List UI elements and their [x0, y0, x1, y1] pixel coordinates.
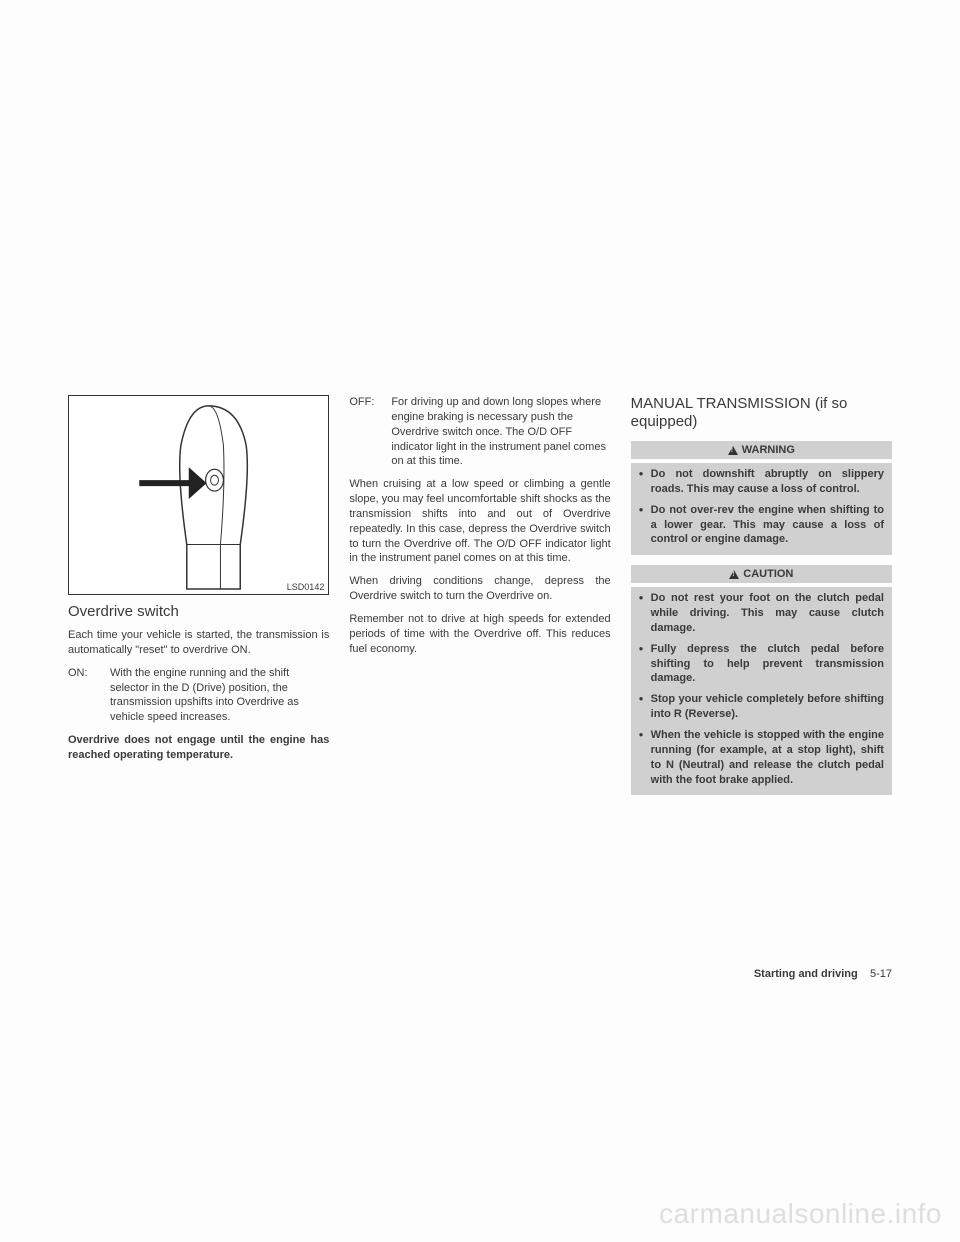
caution-item: Do not rest your foot on the clutch peda…	[639, 591, 884, 636]
on-body: With the engine running and the shift se…	[110, 666, 329, 725]
column-2: OFF: For driving up and down long slopes…	[349, 395, 610, 805]
overdrive-subheading: Overdrive switch	[68, 603, 329, 620]
col2-p1: When cruising at a low speed or climbing…	[349, 477, 610, 566]
warning-bar: WARNING	[631, 441, 892, 459]
warning-icon	[728, 446, 738, 455]
caution-body: Do not rest your foot on the clutch peda…	[631, 587, 892, 795]
off-term: OFF:	[349, 395, 391, 469]
warning-body: Do not downshift abruptly on slippery ro…	[631, 463, 892, 555]
col2-p2: When driving conditions change, depress …	[349, 574, 610, 604]
warning-item: Do not downshift abruptly on slippery ro…	[639, 467, 884, 497]
caution-item: Fully depress the clutch pedal before sh…	[639, 642, 884, 687]
off-body: For driving up and down long slopes wher…	[391, 395, 610, 469]
on-term: ON:	[68, 666, 110, 725]
warning-item: Do not over-rev the engine when shifting…	[639, 503, 884, 548]
watermark: carmanualsonline.info	[659, 1198, 942, 1230]
overdrive-switch-figure: LSD0142	[68, 395, 329, 595]
caution-label: CAUTION	[743, 568, 793, 580]
overdrive-bold-note: Overdrive does not engage until the engi…	[68, 733, 329, 763]
caution-item: Stop your vehicle completely before shif…	[639, 692, 884, 722]
page-content: LSD0142 Overdrive switch Each time your …	[68, 395, 892, 805]
on-definition: ON: With the engine running and the shif…	[68, 666, 329, 725]
caution-bar: CAUTION	[631, 565, 892, 583]
page-footer: Starting and driving 5-17	[754, 968, 892, 980]
manual-transmission-heading: MANUAL TRANSMISSION (if so equipped)	[631, 395, 892, 431]
off-definition: OFF: For driving up and down long slopes…	[349, 395, 610, 469]
footer-page-num: 5-17	[870, 968, 892, 980]
column-1: LSD0142 Overdrive switch Each time your …	[68, 395, 329, 805]
warning-label: WARNING	[742, 444, 795, 456]
footer-section: Starting and driving	[754, 968, 858, 980]
column-3: MANUAL TRANSMISSION (if so equipped) WAR…	[631, 395, 892, 805]
figure-label: LSD0142	[287, 582, 325, 592]
caution-icon	[729, 570, 739, 579]
overdrive-intro-text: Each time your vehicle is started, the t…	[68, 628, 329, 658]
shift-lever-illustration	[69, 396, 328, 594]
footer-page	[861, 968, 870, 980]
col2-p3: Remember not to drive at high speeds for…	[349, 612, 610, 657]
caution-item: When the vehicle is stopped with the eng…	[639, 728, 884, 787]
